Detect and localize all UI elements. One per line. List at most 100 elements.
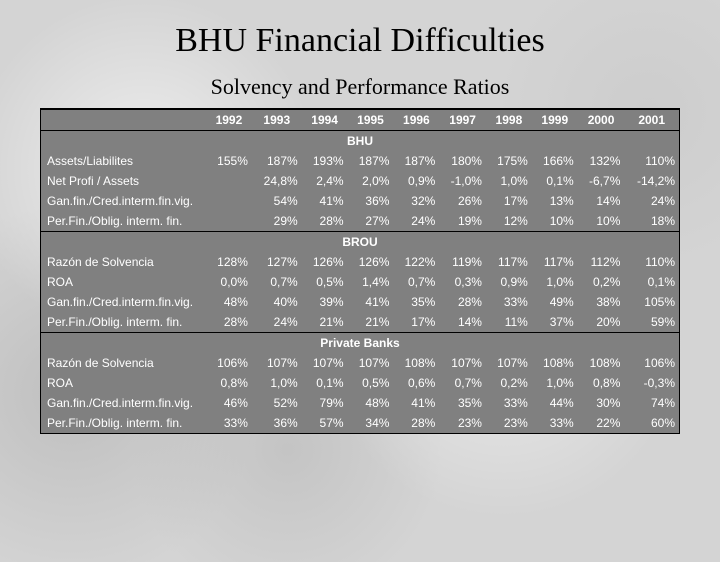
data-cell: 187% bbox=[393, 151, 439, 171]
data-cell: 0,1% bbox=[302, 373, 348, 393]
data-cell: 11% bbox=[486, 312, 532, 333]
data-cell: 22% bbox=[578, 413, 625, 433]
data-cell: 110% bbox=[624, 151, 679, 171]
row-label: Gan.fin./Cred.interm.fin.vig. bbox=[41, 393, 206, 413]
data-cell: 17% bbox=[486, 191, 532, 211]
data-cell: 105% bbox=[624, 292, 679, 312]
data-cell: 14% bbox=[439, 312, 486, 333]
data-cell: 108% bbox=[578, 353, 625, 373]
data-cell: 1,4% bbox=[348, 272, 394, 292]
data-cell: 132% bbox=[578, 151, 625, 171]
data-cell: 35% bbox=[439, 393, 486, 413]
data-cell: 49% bbox=[532, 292, 578, 312]
data-cell: 21% bbox=[302, 312, 348, 333]
data-cell: 0,9% bbox=[486, 272, 532, 292]
ratios-table-container: 1992199319941995199619971998199920002001… bbox=[40, 108, 680, 434]
data-cell: 106% bbox=[206, 353, 252, 373]
data-cell: 2,4% bbox=[302, 171, 348, 191]
year-header-cell: 1998 bbox=[486, 110, 532, 131]
data-cell: 0,7% bbox=[393, 272, 439, 292]
data-cell: -0,3% bbox=[624, 373, 679, 393]
data-cell: 27% bbox=[348, 211, 394, 232]
data-cell: 79% bbox=[302, 393, 348, 413]
data-cell: 59% bbox=[624, 312, 679, 333]
data-cell bbox=[206, 171, 252, 191]
row-label: Assets/Liabilites bbox=[41, 151, 206, 171]
row-label: ROA bbox=[41, 272, 206, 292]
data-cell: 40% bbox=[252, 292, 302, 312]
data-cell: 126% bbox=[348, 252, 394, 272]
data-cell: 48% bbox=[348, 393, 394, 413]
data-cell: 23% bbox=[439, 413, 486, 433]
data-cell: 24,8% bbox=[252, 171, 302, 191]
data-cell: 33% bbox=[486, 292, 532, 312]
data-cell: 1,0% bbox=[486, 171, 532, 191]
data-cell: -14,2% bbox=[624, 171, 679, 191]
data-cell: 187% bbox=[348, 151, 394, 171]
data-cell: 128% bbox=[206, 252, 252, 272]
data-cell: 57% bbox=[302, 413, 348, 433]
data-cell: 34% bbox=[348, 413, 394, 433]
year-header-cell: 1995 bbox=[348, 110, 394, 131]
data-cell: 48% bbox=[206, 292, 252, 312]
data-cell: -1,0% bbox=[439, 171, 486, 191]
data-cell: 30% bbox=[578, 393, 625, 413]
data-cell: 117% bbox=[486, 252, 532, 272]
data-cell: 107% bbox=[439, 353, 486, 373]
data-cell: 0,5% bbox=[348, 373, 394, 393]
data-cell: 54% bbox=[252, 191, 302, 211]
data-cell: 1,0% bbox=[532, 272, 578, 292]
data-cell: 36% bbox=[252, 413, 302, 433]
data-cell: 18% bbox=[624, 211, 679, 232]
data-cell: 175% bbox=[486, 151, 532, 171]
data-cell: 126% bbox=[302, 252, 348, 272]
data-cell: 60% bbox=[624, 413, 679, 433]
data-cell: 0,0% bbox=[206, 272, 252, 292]
data-cell: 41% bbox=[302, 191, 348, 211]
data-cell: 46% bbox=[206, 393, 252, 413]
data-cell bbox=[206, 191, 252, 211]
section-header: Private Banks bbox=[41, 333, 679, 354]
data-cell: 10% bbox=[578, 211, 625, 232]
data-cell: 0,3% bbox=[439, 272, 486, 292]
year-header-cell: 1999 bbox=[532, 110, 578, 131]
data-cell: 39% bbox=[302, 292, 348, 312]
data-cell: 32% bbox=[393, 191, 439, 211]
data-cell: 14% bbox=[578, 191, 625, 211]
data-cell: 20% bbox=[578, 312, 625, 333]
row-label: Razón de Solvencia bbox=[41, 353, 206, 373]
row-label: Per.Fin./Oblig. interm. fin. bbox=[41, 312, 206, 333]
data-cell: 33% bbox=[486, 393, 532, 413]
data-cell: 24% bbox=[393, 211, 439, 232]
data-cell: 0,5% bbox=[302, 272, 348, 292]
data-cell: 13% bbox=[532, 191, 578, 211]
data-cell: 74% bbox=[624, 393, 679, 413]
data-cell: 166% bbox=[532, 151, 578, 171]
data-cell: 0,2% bbox=[578, 272, 625, 292]
data-cell: 107% bbox=[302, 353, 348, 373]
data-cell: 35% bbox=[393, 292, 439, 312]
data-cell: 41% bbox=[393, 393, 439, 413]
data-cell: 52% bbox=[252, 393, 302, 413]
data-cell: 24% bbox=[624, 191, 679, 211]
row-label: Gan.fin./Cred.interm.fin.vig. bbox=[41, 191, 206, 211]
data-cell: 17% bbox=[393, 312, 439, 333]
section-header: BHU bbox=[41, 131, 679, 152]
year-header-cell: 1992 bbox=[206, 110, 252, 131]
data-cell: 33% bbox=[532, 413, 578, 433]
data-cell: 107% bbox=[252, 353, 302, 373]
data-cell: 1,0% bbox=[532, 373, 578, 393]
data-cell: 23% bbox=[486, 413, 532, 433]
data-cell: 0,7% bbox=[439, 373, 486, 393]
data-cell: 106% bbox=[624, 353, 679, 373]
row-label: ROA bbox=[41, 373, 206, 393]
data-cell: 108% bbox=[532, 353, 578, 373]
row-label: Razón de Solvencia bbox=[41, 252, 206, 272]
page-title: BHU Financial Difficulties bbox=[0, 22, 720, 60]
data-cell: 110% bbox=[624, 252, 679, 272]
data-cell: 108% bbox=[393, 353, 439, 373]
data-cell: -6,7% bbox=[578, 171, 625, 191]
year-header-cell: 2001 bbox=[624, 110, 679, 131]
data-cell: 0,6% bbox=[393, 373, 439, 393]
data-cell: 0,8% bbox=[206, 373, 252, 393]
